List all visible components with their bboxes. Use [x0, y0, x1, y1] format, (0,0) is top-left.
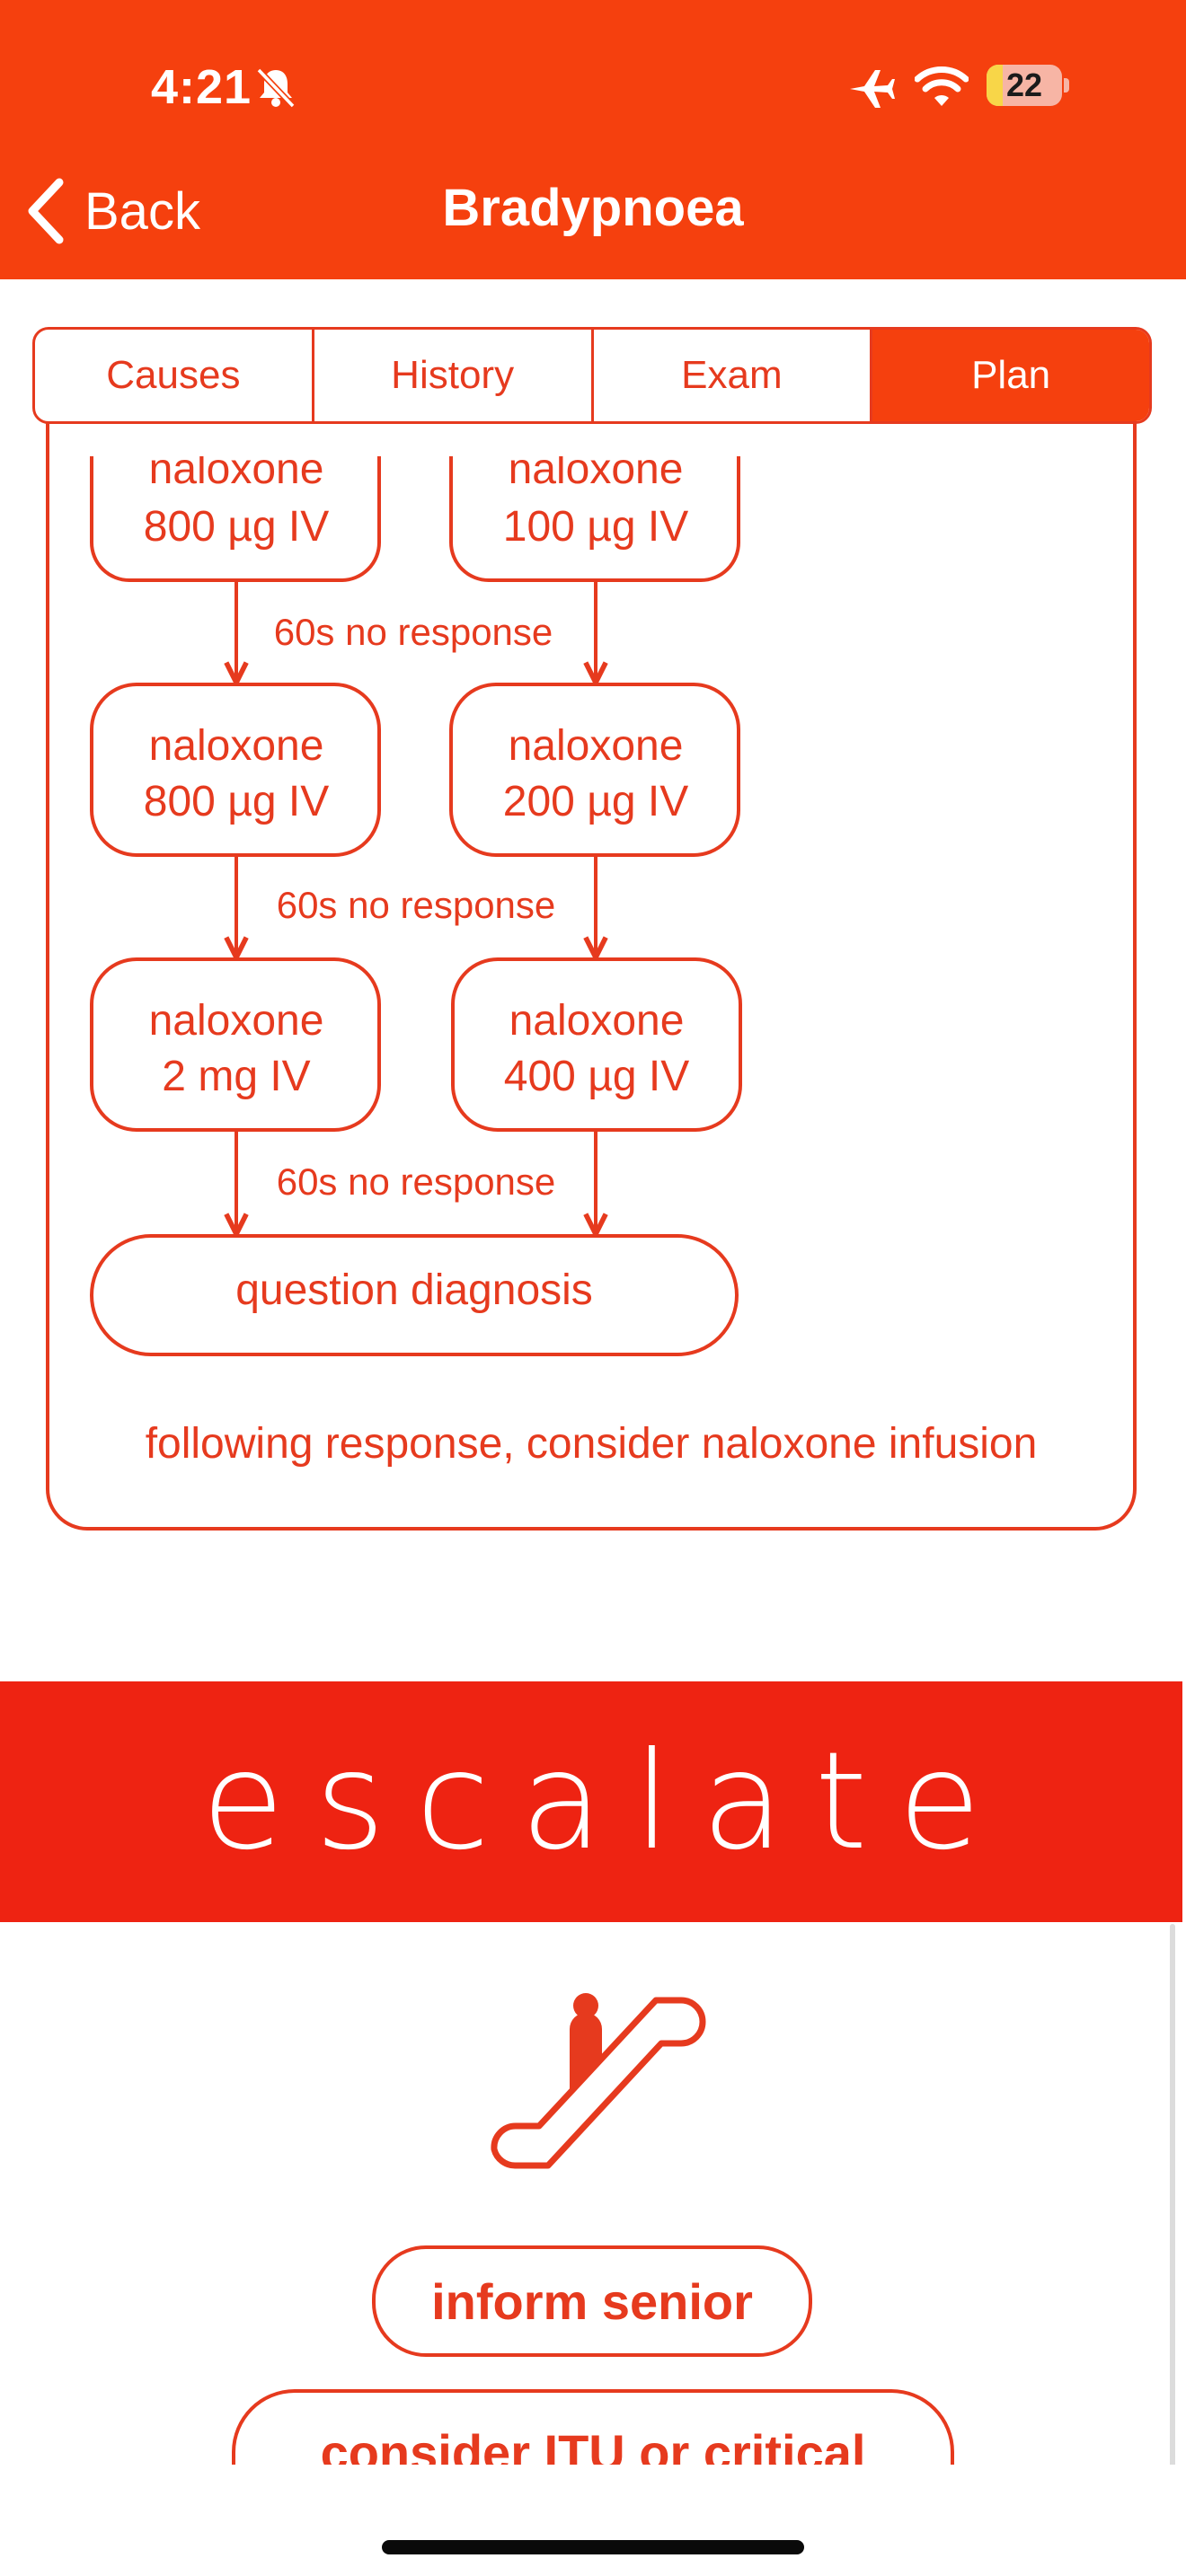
tab-plan[interactable]: Plan	[872, 330, 1149, 421]
escalator-icon	[491, 1993, 706, 2169]
airplane-icon	[850, 70, 895, 108]
battery-icon: 22	[987, 65, 1069, 106]
escalate-title: escalate	[201, 1724, 1012, 1880]
bell-slash-icon	[256, 67, 296, 109]
battery-fill	[987, 65, 1004, 106]
bottom-safe-area	[0, 2465, 1186, 2576]
nav-header: 4:21 22 Back Bradypnoea	[0, 0, 1186, 279]
tab-bar: Causes History Exam Plan	[32, 327, 1152, 424]
inform-senior-button[interactable]: inform senior	[372, 2245, 812, 2357]
battery-level: 22	[1005, 66, 1043, 103]
battery-tip	[1064, 78, 1069, 93]
back-label: Back	[84, 181, 200, 241]
infusion-note: following response, consider naloxone in…	[145, 1420, 1038, 1468]
back-button[interactable]: Back	[25, 171, 200, 251]
escalate-banner: escalate	[0, 1681, 1182, 1922]
tab-causes[interactable]: Causes	[35, 330, 314, 421]
wifi-icon	[915, 66, 969, 106]
status-time: 4:21	[151, 60, 252, 114]
home-indicator[interactable]	[382, 2540, 804, 2554]
flowchart-card	[46, 422, 1137, 1531]
scroll-indicator[interactable]	[1170, 1924, 1175, 2553]
tab-history[interactable]: History	[314, 330, 594, 421]
tab-exam[interactable]: Exam	[594, 330, 873, 421]
page-title: Bradypnoea	[442, 179, 744, 237]
battery-body: 22	[987, 65, 1062, 106]
chevron-left-icon	[28, 178, 64, 244]
